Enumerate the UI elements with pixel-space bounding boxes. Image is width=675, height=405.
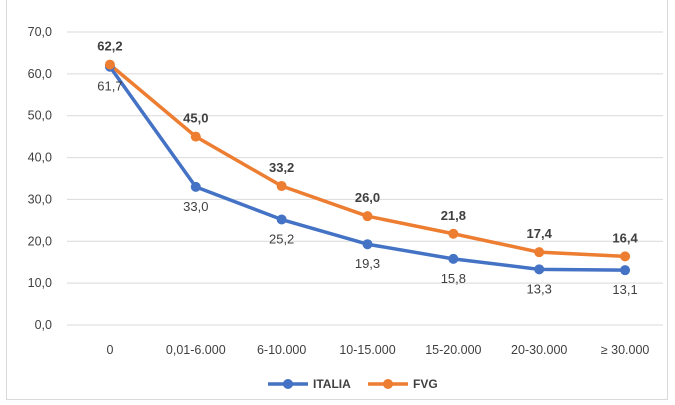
x-tick-label: 10-15.000 <box>339 343 395 357</box>
y-tick-label: 0,0 <box>35 318 52 332</box>
data-point-italia <box>534 264 545 275</box>
y-tick-label: 70,0 <box>28 25 52 39</box>
legend-label-fvg: FVG <box>413 377 438 391</box>
data-point-italia <box>620 265 631 276</box>
x-tick-label: 0 <box>106 343 113 357</box>
data-label-fvg: 17,4 <box>527 226 553 241</box>
data-label-italia: 25,2 <box>269 232 294 247</box>
y-tick-label: 60,0 <box>28 67 52 81</box>
data-point-italia <box>362 239 373 250</box>
x-tick-label: 20-30.000 <box>511 343 567 357</box>
data-label-italia: 33,0 <box>183 199 208 214</box>
data-label-fvg: 33,2 <box>269 160 294 175</box>
data-point-fvg <box>190 131 201 142</box>
data-point-fvg <box>276 181 287 192</box>
data-label-italia: 61,7 <box>97 79 122 94</box>
data-label-italia: 13,1 <box>612 282 637 297</box>
x-tick-label: 0,01-6.000 <box>166 343 226 357</box>
data-point-fvg <box>448 228 459 239</box>
data-point-italia <box>190 181 201 192</box>
data-point-italia <box>276 214 287 225</box>
y-tick-label: 40,0 <box>28 151 52 165</box>
data-label-italia: 19,3 <box>355 256 380 271</box>
y-tick-label: 10,0 <box>28 276 52 290</box>
data-point-fvg <box>620 251 631 262</box>
data-label-fvg: 45,0 <box>183 111 208 126</box>
data-label-fvg: 21,8 <box>441 208 466 223</box>
data-label-fvg: 16,4 <box>612 230 638 245</box>
chart-frame <box>6 0 668 400</box>
y-tick-label: 50,0 <box>28 109 52 123</box>
data-label-fvg: 62,2 <box>97 39 122 54</box>
data-point-fvg <box>362 211 373 222</box>
legend-marker-italia <box>283 379 293 389</box>
y-tick-label: 30,0 <box>28 192 52 206</box>
data-label-italia: 13,3 <box>527 281 552 296</box>
data-label-fvg: 26,0 <box>355 190 380 205</box>
data-point-italia <box>448 253 459 264</box>
y-tick-label: 20,0 <box>28 234 52 248</box>
legend-marker-fvg <box>383 379 393 389</box>
x-tick-label: 15-20.000 <box>425 343 481 357</box>
data-point-fvg <box>534 247 545 258</box>
data-label-italia: 15,8 <box>441 271 466 286</box>
legend-label-italia: ITALIA <box>313 377 351 391</box>
x-tick-label: 6-10.000 <box>257 343 306 357</box>
x-tick-label: ≥ 30.000 <box>601 343 650 357</box>
data-point-fvg <box>104 59 115 70</box>
